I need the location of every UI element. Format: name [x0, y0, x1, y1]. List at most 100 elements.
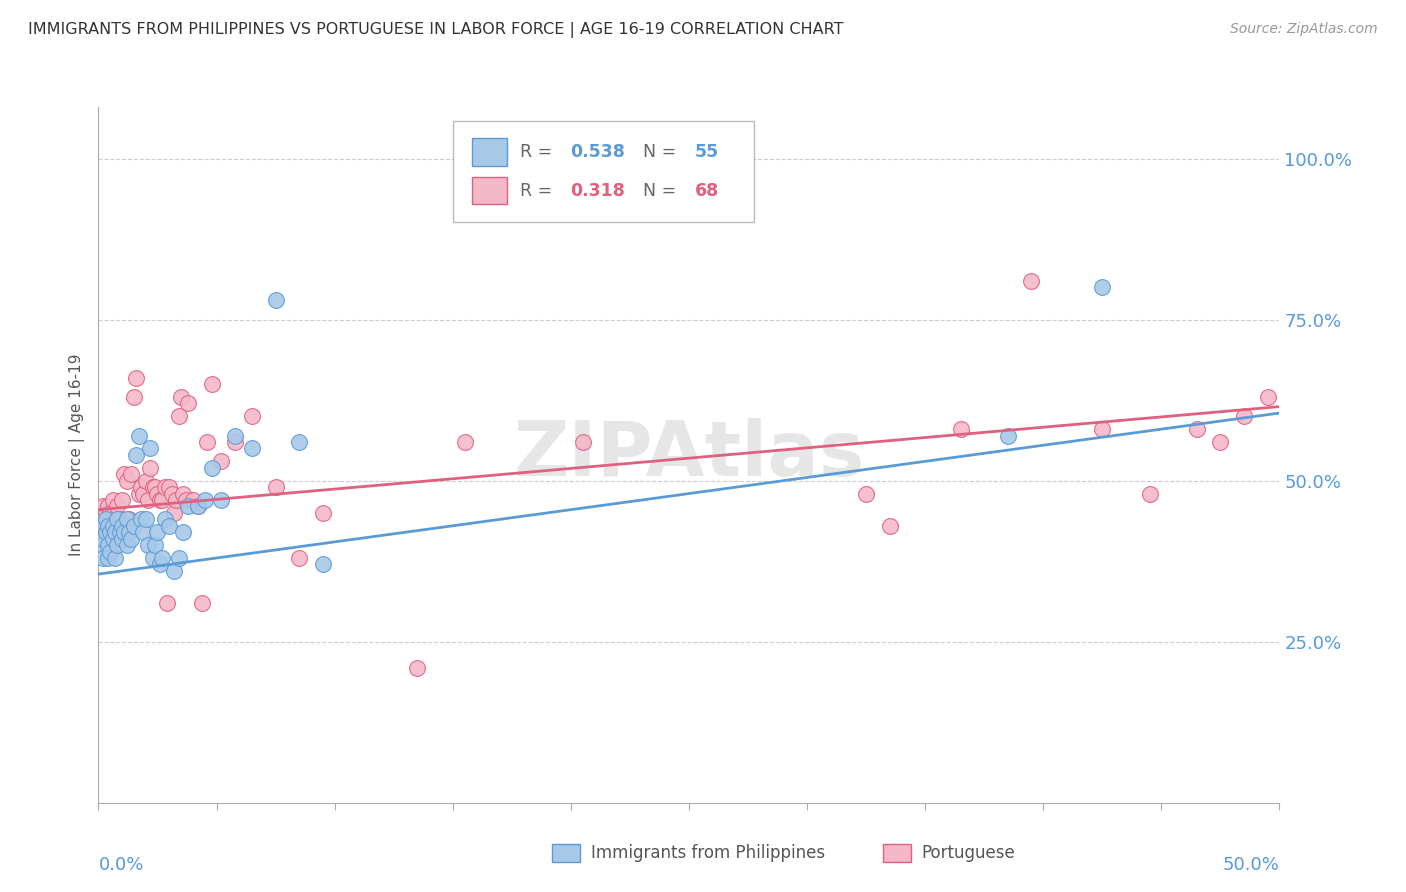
Point: [97, 538, 120, 552]
Point: [94, 506, 117, 520]
Text: 0.0%: 0.0%: [98, 856, 143, 874]
Point: [105, 500, 128, 514]
Point: [1233, 409, 1256, 424]
FancyBboxPatch shape: [471, 177, 508, 204]
Point: [201, 377, 224, 392]
Point: [128, 428, 150, 442]
Point: [139, 442, 162, 456]
Point: [201, 460, 224, 475]
Point: [187, 500, 209, 514]
Point: [312, 506, 335, 520]
Point: [90, 538, 112, 552]
Point: [157, 518, 180, 533]
Point: [195, 435, 218, 450]
Text: N =: N =: [633, 144, 682, 161]
Point: [122, 518, 145, 533]
Text: Source: ZipAtlas.com: Source: ZipAtlas.com: [1230, 22, 1378, 37]
Text: R =: R =: [520, 144, 558, 161]
Point: [264, 480, 287, 494]
Point: [181, 493, 204, 508]
Point: [1185, 422, 1208, 436]
Point: [174, 493, 197, 508]
Point: [149, 558, 172, 572]
Point: [90, 506, 112, 520]
Point: [150, 551, 173, 566]
Point: [135, 474, 157, 488]
Point: [101, 512, 124, 526]
Text: R =: R =: [520, 182, 558, 200]
Point: [571, 435, 593, 450]
Point: [104, 518, 127, 533]
Point: [112, 525, 135, 540]
Point: [139, 460, 162, 475]
Text: ZIPAtlas: ZIPAtlas: [513, 418, 865, 491]
Point: [97, 518, 120, 533]
Point: [1091, 422, 1114, 436]
Point: [143, 538, 166, 552]
Point: [97, 500, 120, 514]
Point: [132, 525, 155, 540]
Point: [157, 480, 180, 494]
Point: [94, 518, 117, 533]
Point: [122, 390, 145, 404]
Text: Immigrants from Philippines: Immigrants from Philippines: [591, 844, 825, 862]
Point: [209, 493, 232, 508]
Point: [149, 493, 172, 508]
Point: [165, 493, 187, 508]
Point: [115, 538, 138, 552]
Point: [453, 435, 475, 450]
Text: 50.0%: 50.0%: [1223, 856, 1279, 874]
Point: [997, 428, 1019, 442]
Point: [1021, 274, 1043, 288]
Point: [312, 558, 335, 572]
Point: [98, 525, 121, 540]
Point: [121, 532, 143, 546]
Point: [879, 518, 901, 533]
Point: [98, 544, 121, 558]
Point: [98, 506, 121, 520]
Point: [172, 525, 194, 540]
FancyBboxPatch shape: [553, 844, 581, 863]
Point: [170, 390, 193, 404]
Y-axis label: In Labor Force | Age 16-19: In Labor Force | Age 16-19: [69, 353, 84, 557]
Point: [128, 486, 150, 500]
Point: [101, 518, 124, 533]
Point: [406, 660, 429, 674]
Point: [104, 551, 127, 566]
Point: [153, 480, 176, 494]
Point: [91, 551, 114, 566]
Point: [136, 538, 159, 552]
Point: [187, 500, 209, 514]
Point: [172, 486, 194, 500]
Point: [111, 493, 134, 508]
Point: [167, 551, 190, 566]
Point: [132, 486, 155, 500]
Point: [118, 525, 141, 540]
Text: 0.538: 0.538: [569, 144, 624, 161]
Point: [129, 512, 152, 526]
Point: [1209, 435, 1232, 450]
Point: [125, 448, 148, 462]
Point: [135, 512, 157, 526]
Point: [112, 467, 135, 482]
Point: [855, 486, 877, 500]
Point: [108, 512, 131, 526]
Point: [194, 493, 217, 508]
Point: [129, 480, 152, 494]
Point: [111, 518, 134, 533]
Point: [191, 596, 214, 610]
Point: [101, 493, 124, 508]
Point: [97, 551, 120, 566]
Point: [108, 525, 131, 540]
Point: [91, 500, 114, 514]
Point: [97, 512, 120, 526]
Text: 68: 68: [695, 182, 718, 200]
Point: [288, 551, 311, 566]
Point: [177, 396, 200, 410]
Point: [142, 551, 165, 566]
Point: [142, 480, 165, 494]
Point: [1139, 486, 1161, 500]
Point: [143, 480, 166, 494]
Point: [153, 512, 176, 526]
Point: [156, 596, 179, 610]
